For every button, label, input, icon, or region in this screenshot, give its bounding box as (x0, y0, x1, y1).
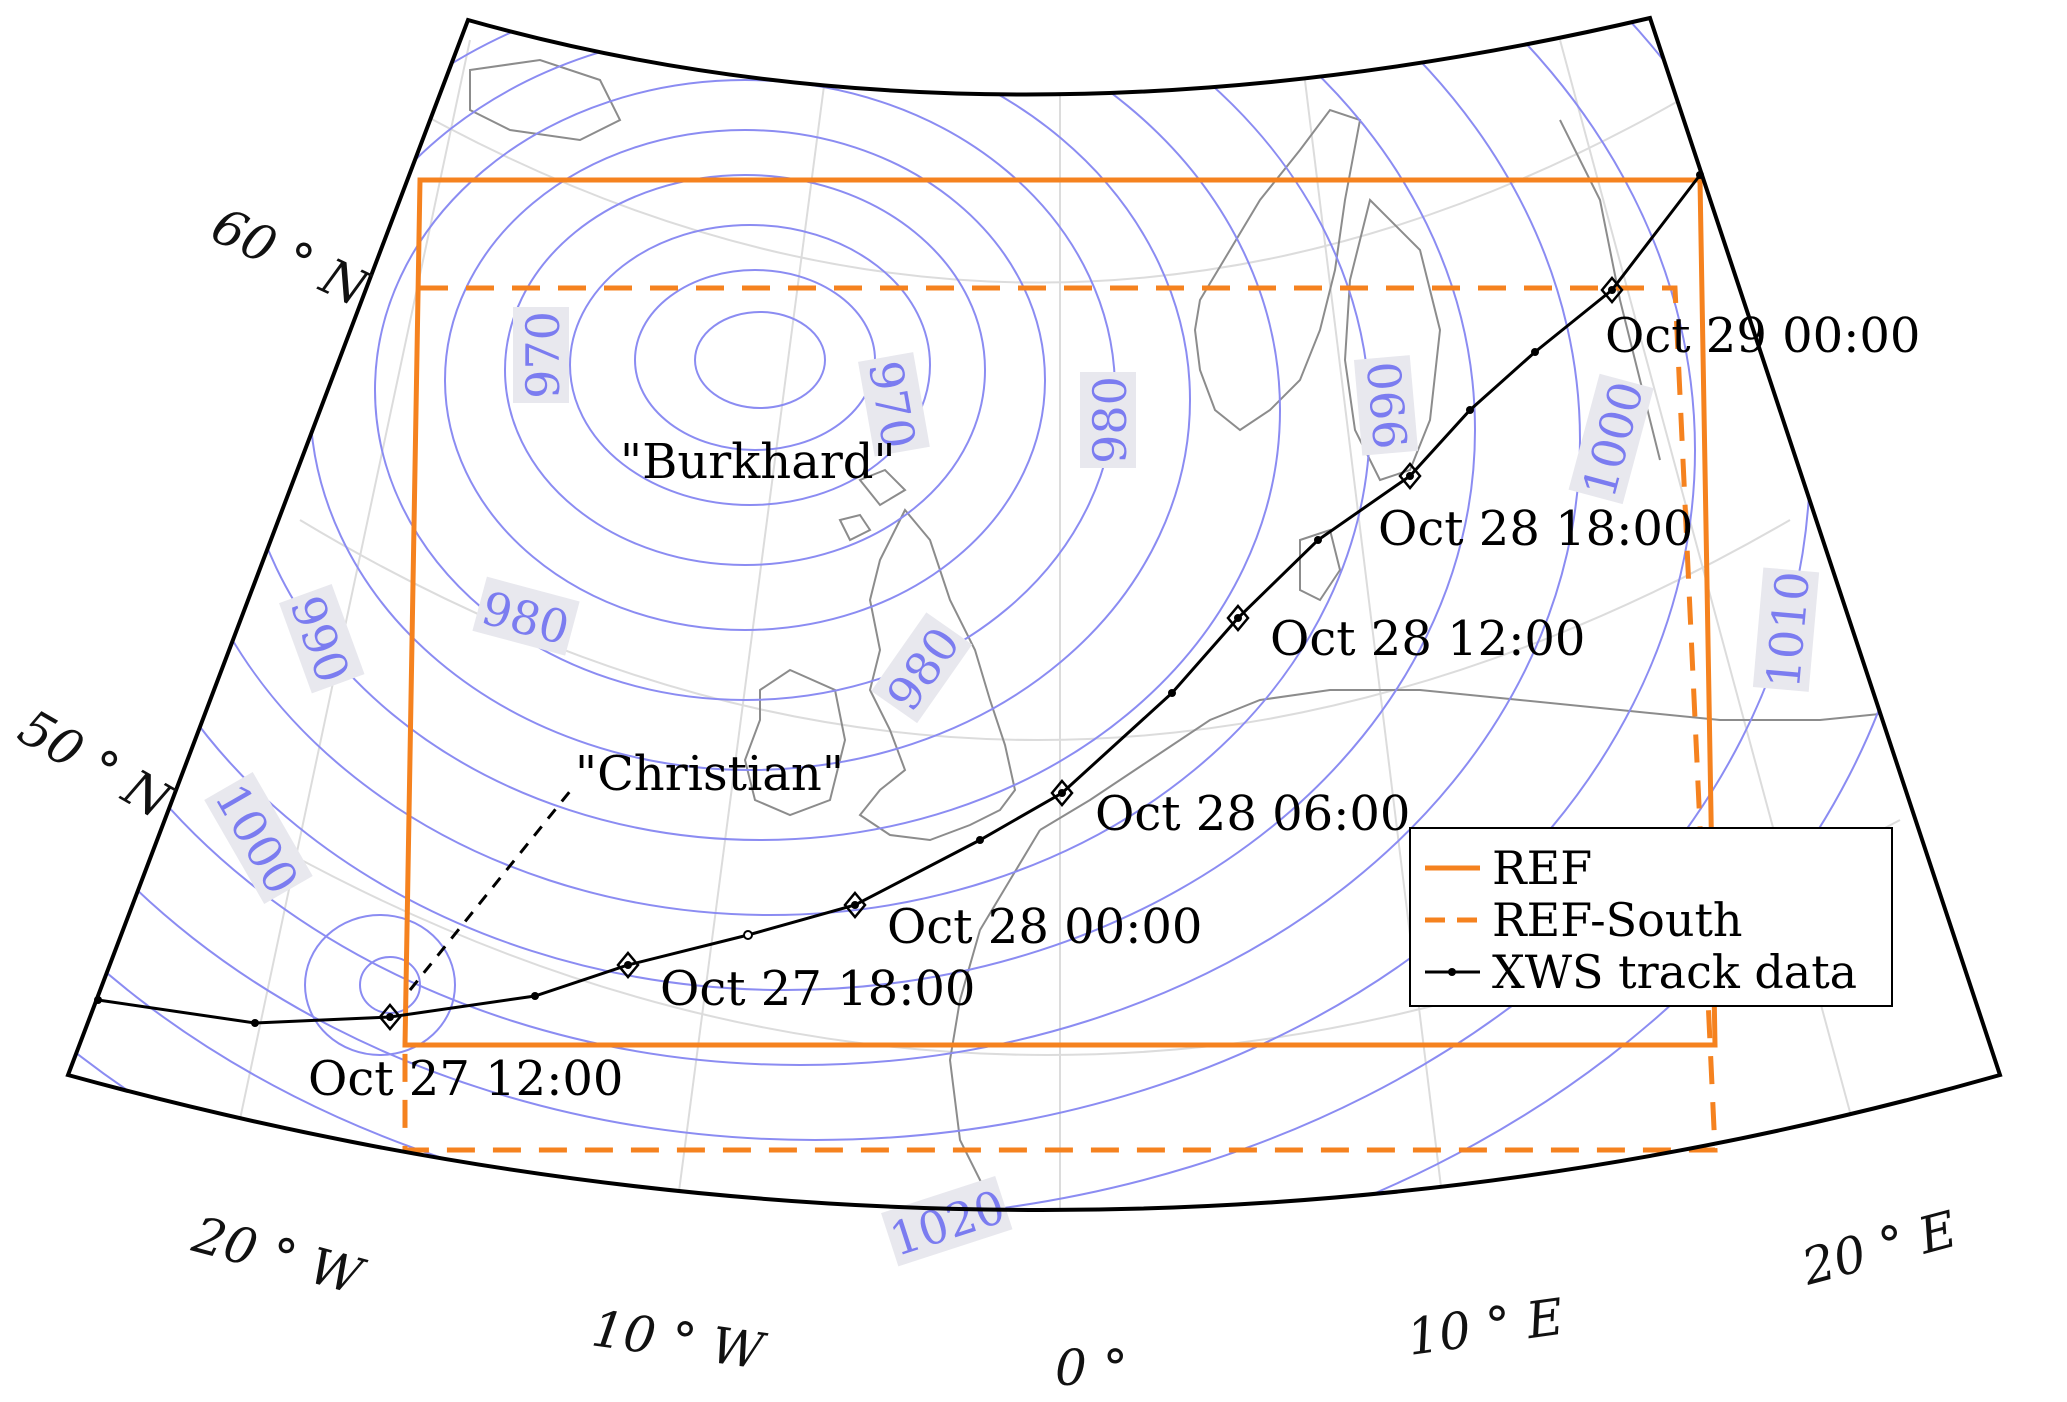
graticule-lon-20e (1559, 39, 1891, 1210)
storm-label-burkhard: "Burkhard" (620, 434, 896, 490)
legend-box (1409, 827, 1893, 1007)
ref-south-box (402, 285, 1718, 1153)
graticule-lon-10w (669, 39, 831, 1210)
track-marker-diamond (1398, 462, 1422, 490)
coast-norway (1193, 108, 1362, 432)
track-marker-diamond (1226, 604, 1250, 632)
isobar-label-1000-b: 1000 (1572, 376, 1654, 503)
isobar-labels: 970 970 980 980 980 990 990 1000 (204, 307, 1820, 1267)
time-label-oct27-12: Oct 27 12:00 (308, 1051, 623, 1107)
legend-label-track: XWS track data (1492, 945, 1857, 999)
isobar-1015 (68, 18, 1811, 1210)
lon-label-0: 0 ° (1055, 1339, 1128, 1397)
time-label-oct29-00: Oct 29 00:00 (1605, 308, 1920, 364)
track-point (1466, 406, 1474, 414)
coast-continent (1039, 689, 1921, 831)
isobar-970 (504, 174, 986, 566)
coast-scotland-islands (838, 468, 907, 542)
legend-label-ref: REF (1492, 841, 1592, 895)
coastlines (469, 58, 1921, 1210)
track-point (251, 1019, 259, 1027)
ref-box (402, 177, 1718, 1048)
christian-track-line (408, 784, 577, 991)
track-point (976, 836, 984, 844)
lat-label-50n: 50 ° N (9, 698, 182, 831)
isobar-small-low-2 (304, 914, 456, 1056)
track-point (1314, 536, 1322, 544)
track-point (1168, 689, 1176, 697)
track-marker-diamond (1600, 276, 1624, 304)
coast-sweden (1343, 198, 1442, 482)
time-label-oct28-12: Oct 28 12:00 (1270, 611, 1585, 667)
track-time-labels: Oct 27 12:00 Oct 27 18:00 Oct 28 00:00 O… (308, 308, 1920, 1107)
lon-label-10e: 10 ° E (1404, 1288, 1567, 1367)
lon-label-10w: 10 ° W (588, 1299, 770, 1381)
time-label-oct28-00: Oct 28 00:00 (887, 899, 1202, 955)
track-point (1058, 789, 1066, 797)
xws-track (94, 171, 1704, 1031)
track-point (1406, 472, 1414, 480)
time-label-oct28-06: Oct 28 06:00 (1095, 786, 1410, 842)
coast-denmark (1299, 528, 1342, 602)
isobar-label-980-b: 980 (476, 581, 575, 656)
isobar-1010 (68, 18, 1696, 1141)
coast-iceland (469, 58, 622, 142)
track-point (1608, 286, 1616, 294)
time-label-oct28-18: Oct 28 18:00 (1378, 501, 1693, 557)
coast-great-britain (858, 508, 1017, 842)
map-frame (65, 15, 2003, 1212)
isobar-label-990-b: 990 (1357, 359, 1418, 451)
graticule-lat-60 (379, 89, 1681, 284)
legend-swatch-track-point (1448, 968, 1456, 976)
track-point (851, 901, 859, 909)
track-marker-diamond (378, 1003, 402, 1031)
isobar-label-980-a: 980 (1083, 376, 1137, 464)
track-point (624, 961, 632, 969)
isobar-label-1000-a: 1000 (204, 775, 309, 903)
legend-label-ref-south: REF-South (1492, 893, 1743, 947)
track-point (1531, 348, 1539, 356)
track-marker-diamond (843, 891, 867, 919)
isobar-low-core-2 (634, 269, 876, 451)
isobar-low-core-3 (569, 224, 931, 506)
lat-label-60n: 60 ° N (203, 196, 378, 319)
isobar-low-core-1 (694, 311, 826, 409)
lon-label-20e: 20 ° E (1795, 1200, 1963, 1297)
isobar-1005 (68, 18, 1581, 1066)
isobar-label-1010: 1010 (1756, 569, 1820, 690)
track-marker-diamond (1050, 779, 1074, 807)
ref-domains (402, 177, 1718, 1153)
isobar-label-980-c: 980 (876, 617, 971, 720)
track-point (386, 1013, 394, 1021)
graticule-lon-10e (1299, 39, 1451, 1210)
legend: REF REF-South XWS track data (1409, 827, 1893, 1007)
storm-label-christian: "Christian" (575, 746, 844, 802)
track-point (531, 992, 539, 1000)
lon-label-20w: 20 ° W (186, 1205, 371, 1307)
isobar-985 (309, 29, 1191, 771)
track-marker-diamond (616, 951, 640, 979)
isobar-label-970-a: 970 (516, 311, 570, 399)
isobar-label-990-a: 990 (279, 589, 360, 690)
track-point (743, 930, 753, 940)
coast-ireland (743, 668, 847, 817)
time-label-oct27-18: Oct 27 18:00 (660, 961, 975, 1017)
isobar-975 (444, 129, 1046, 631)
track-point (1234, 614, 1242, 622)
